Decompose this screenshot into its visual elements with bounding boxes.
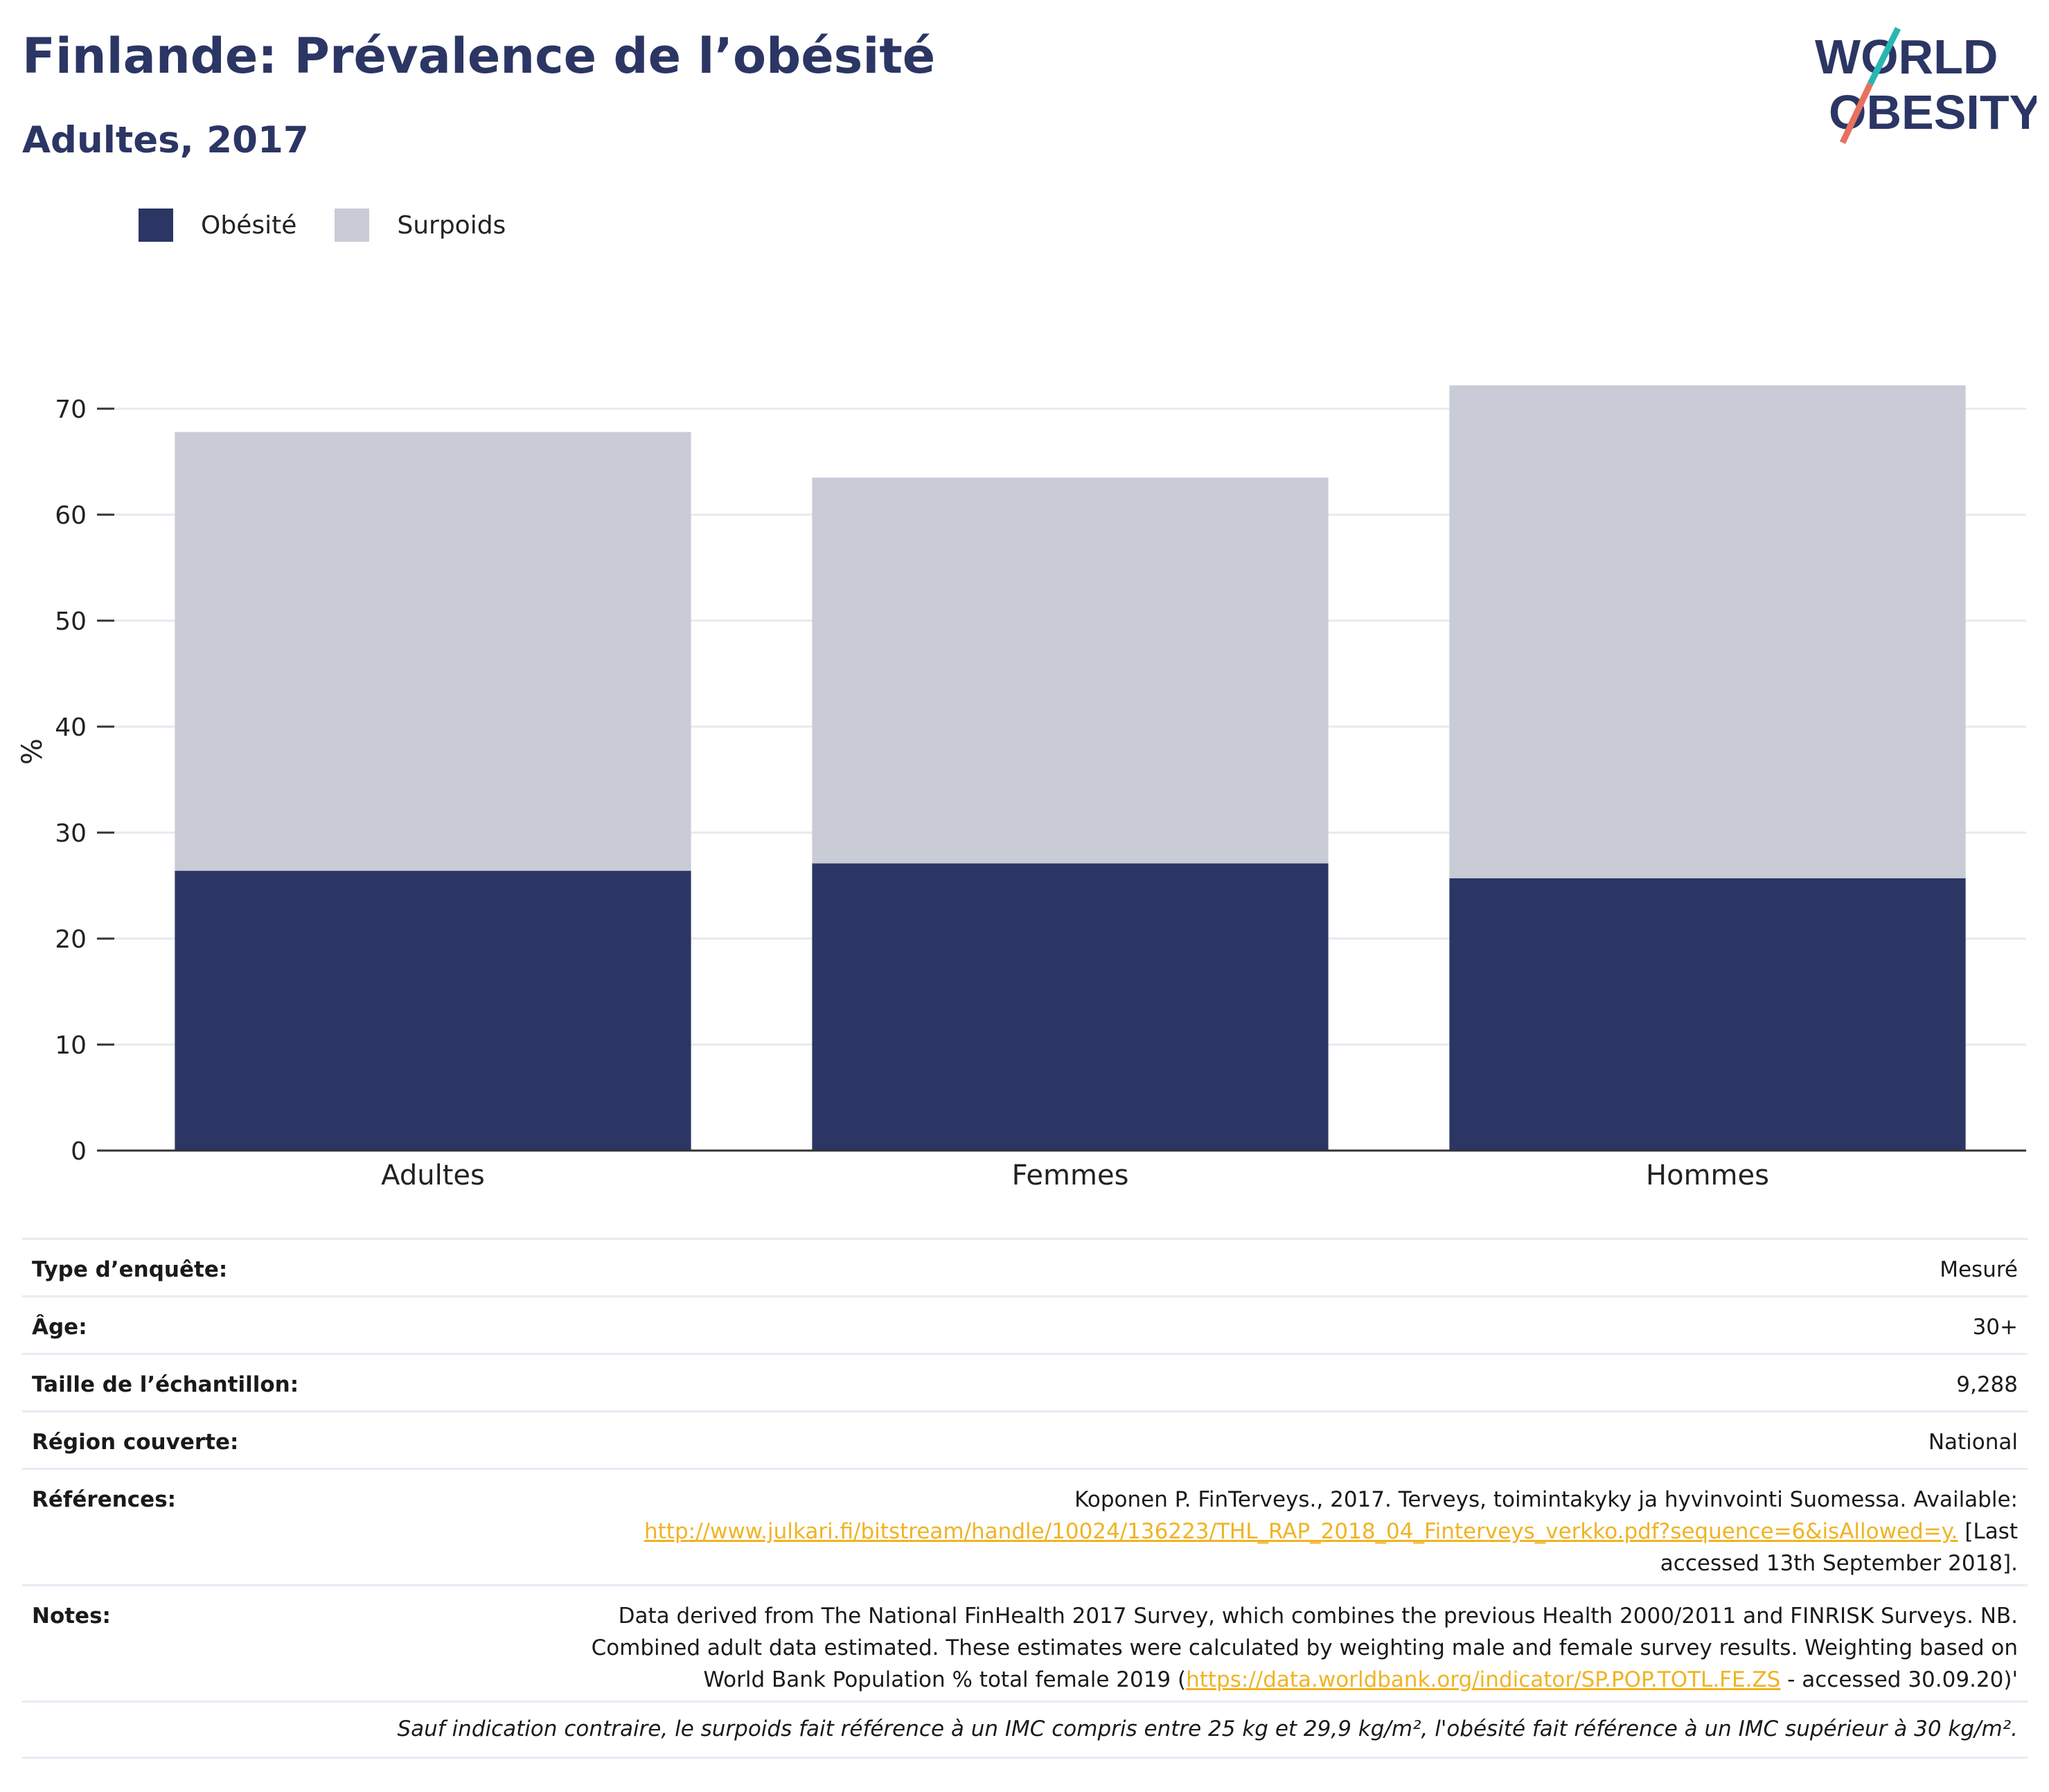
references-value: Koponen P. FinTerveys., 2017. Terveys, t… bbox=[420, 1484, 2018, 1584]
notes-line-3a: World Bank Population % total female 201… bbox=[703, 1667, 1187, 1692]
y-tick-label: 70 bbox=[55, 396, 87, 424]
x-tick-label: Hommes bbox=[1646, 1160, 1769, 1191]
legend-swatch-obesity bbox=[139, 209, 173, 242]
notes-line-3b: - accessed 30.09.20)' bbox=[1780, 1667, 2018, 1692]
y-tick-label: 10 bbox=[55, 1031, 87, 1060]
y-tick-label: 40 bbox=[55, 713, 87, 742]
references-link[interactable]: http://www.julkari.fi/bitstream/handle/1… bbox=[644, 1519, 1958, 1544]
bar-obesity bbox=[1449, 878, 1966, 1151]
references-text-3: accessed 13th September 2018]. bbox=[1660, 1551, 2018, 1576]
notes-value: Data derived from The National FinHealth… bbox=[420, 1600, 2018, 1701]
notes-label: Notes: bbox=[32, 1604, 111, 1629]
info-row-label: Région couverte: bbox=[32, 1430, 239, 1455]
legend-label-obesity: Obésité bbox=[201, 211, 297, 240]
bar-overweight bbox=[175, 432, 691, 871]
page-subtitle: Adultes, 2017 bbox=[22, 119, 309, 161]
x-tick-label: Femmes bbox=[1012, 1160, 1129, 1191]
legend-item-obesity: Obésité bbox=[139, 209, 296, 242]
world-obesity-logo: WORLD OBESITY bbox=[1815, 26, 2037, 144]
info-row-value: Mesuré bbox=[1940, 1257, 2018, 1282]
y-tick-label: 20 bbox=[55, 925, 87, 954]
info-row-value: 30+ bbox=[1972, 1315, 2018, 1340]
x-tick-label: Adultes bbox=[381, 1160, 485, 1191]
page-title: Finlande: Prévalence de l’obésité bbox=[22, 28, 936, 85]
notes-row: Notes: Data derived from The National Fi… bbox=[22, 1584, 2028, 1701]
legend-swatch-overweight bbox=[335, 209, 370, 242]
references-label: Références: bbox=[32, 1487, 177, 1512]
svg-text:WORLD: WORLD bbox=[1815, 30, 1998, 84]
y-tick-label: 30 bbox=[55, 819, 87, 848]
references-text: Koponen P. FinTerveys., 2017. Terveys, t… bbox=[1074, 1487, 2018, 1512]
references-row: Références: Koponen P. FinTerveys., 2017… bbox=[22, 1468, 2028, 1584]
legend-item-overweight: Surpoids bbox=[335, 209, 506, 242]
bar-obesity bbox=[175, 871, 691, 1151]
y-tick-label: 0 bbox=[71, 1137, 87, 1166]
info-row: Taille de l’échantillon: 9,288 bbox=[22, 1353, 2028, 1410]
bar-overweight bbox=[812, 477, 1329, 864]
stacked-bar-chart: 0 10 20 30 40 50 60 70 Adultes Femmes Hommes% bbox=[17, 385, 2026, 1191]
notes-link[interactable]: https://data.worldbank.org/indicator/SP.… bbox=[1186, 1667, 1781, 1692]
info-row-value: National bbox=[1928, 1430, 2018, 1455]
y-tick-label: 50 bbox=[55, 607, 87, 636]
legend-label-overweight: Surpoids bbox=[397, 211, 506, 240]
info-row-value: 9,288 bbox=[1956, 1372, 2018, 1397]
info-row-label: Type d’enquête: bbox=[32, 1257, 228, 1282]
y-axis-label: % bbox=[17, 738, 48, 765]
notes-line-1: Data derived from The National FinHealth… bbox=[618, 1604, 2018, 1629]
info-row: Âge: 30+ bbox=[22, 1295, 2028, 1353]
info-row: Région couverte: National bbox=[22, 1410, 2028, 1468]
survey-info-table: Type d’enquête: Mesuré Âge: 30+ Taille de l’… bbox=[22, 1238, 2028, 1759]
notes-line-2: Combined adult data estimated. These est… bbox=[591, 1635, 2018, 1660]
bar-overweight bbox=[1449, 385, 1966, 878]
chart-legend: Obésité Surpoids bbox=[139, 208, 544, 242]
info-row-label: Âge: bbox=[32, 1315, 87, 1340]
bar-obesity bbox=[812, 863, 1329, 1151]
info-row: Type d’enquête: Mesuré bbox=[22, 1238, 2028, 1295]
references-text-2: [Last bbox=[1958, 1519, 2018, 1544]
footnote: Sauf indication contraire, le surpoids f… bbox=[22, 1701, 2028, 1759]
info-row-label: Taille de l’échantillon: bbox=[32, 1372, 299, 1397]
y-tick-label: 60 bbox=[55, 502, 87, 530]
